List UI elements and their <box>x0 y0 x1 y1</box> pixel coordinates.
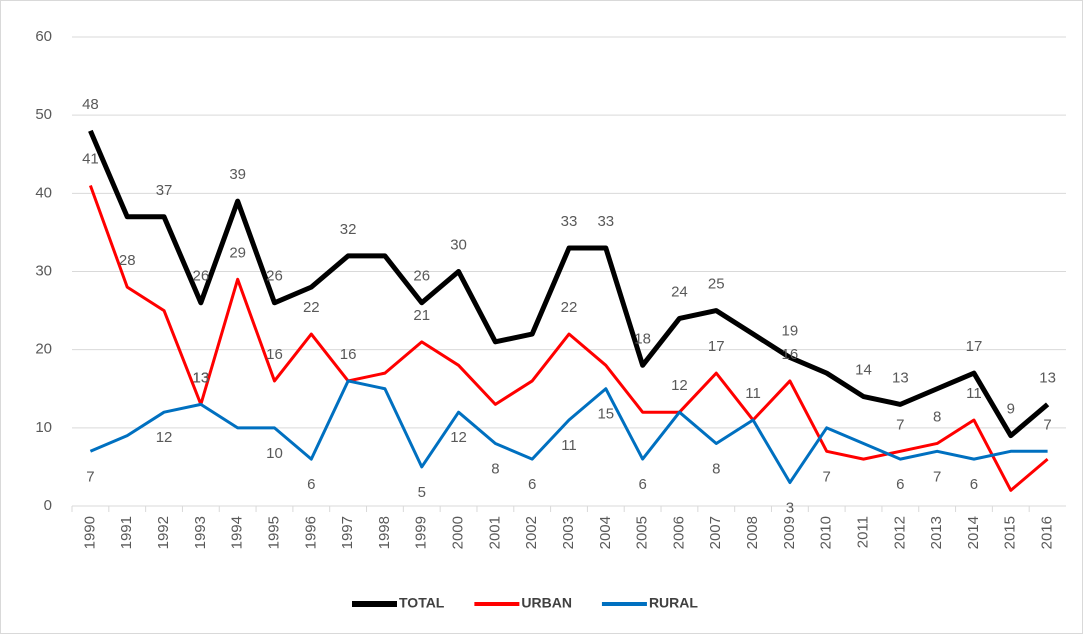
data-label: 26 <box>413 268 430 285</box>
x-tick-label: 2006 <box>670 516 687 549</box>
x-tick-label: 2009 <box>781 516 798 549</box>
data-label: 7 <box>1043 416 1051 433</box>
data-label: 8 <box>933 408 941 425</box>
y-tick-label: 50 <box>35 106 52 123</box>
data-label: 39 <box>229 166 246 183</box>
data-label: 9 <box>1007 401 1015 418</box>
data-label: 22 <box>561 299 578 316</box>
data-label: 6 <box>528 476 536 493</box>
data-label: 26 <box>266 268 283 285</box>
x-tick-label: 1990 <box>81 516 98 549</box>
data-label: 28 <box>119 252 136 269</box>
data-label: 12 <box>450 429 467 446</box>
data-label: 6 <box>970 476 978 493</box>
data-label: 37 <box>156 182 173 199</box>
y-tick-label: 60 <box>35 28 52 45</box>
x-tick-label: 2014 <box>965 516 982 549</box>
data-label: 11 <box>561 437 577 454</box>
data-label: 26 <box>193 268 210 285</box>
x-tick-label: 2016 <box>1039 516 1056 549</box>
x-tick-label: 2012 <box>891 516 908 549</box>
legend-label: URBAN <box>521 595 572 611</box>
data-label: 10 <box>266 445 283 462</box>
x-tick-label: 1999 <box>413 516 430 549</box>
data-label: 13 <box>892 369 909 386</box>
x-tick-label: 1995 <box>265 516 282 549</box>
data-label: 29 <box>229 244 246 261</box>
x-tick-label: 1996 <box>302 516 319 549</box>
x-tick-label: 2003 <box>560 516 577 549</box>
y-tick-label: 40 <box>35 184 52 201</box>
data-label: 16 <box>782 346 799 363</box>
y-tick-label: 20 <box>35 341 52 358</box>
y-tick-label: 0 <box>44 497 52 514</box>
x-tick-label: 2011 <box>854 516 871 548</box>
data-label: 32 <box>340 221 357 238</box>
y-tick-label: 30 <box>35 262 52 279</box>
data-label: 17 <box>966 338 983 355</box>
x-tick-label: 2008 <box>744 516 761 549</box>
x-tick-label: 2002 <box>523 516 540 549</box>
x-tick-label: 2010 <box>818 516 835 549</box>
data-label: 17 <box>708 338 725 355</box>
x-tick-label: 2005 <box>634 516 651 549</box>
data-label: 21 <box>413 307 430 324</box>
data-label: 11 <box>966 385 982 402</box>
x-tick-label: 2015 <box>1002 516 1019 549</box>
data-label: 7 <box>86 468 94 485</box>
data-label: 6 <box>307 476 315 493</box>
data-label: 13 <box>193 369 210 386</box>
data-label: 8 <box>712 460 720 477</box>
data-label: 16 <box>266 346 283 363</box>
data-label: 12 <box>156 429 173 446</box>
data-label: 24 <box>671 283 688 300</box>
x-tick-label: 1994 <box>229 516 246 549</box>
data-label: 22 <box>303 299 320 316</box>
data-label: 3 <box>786 500 794 517</box>
x-tick-label: 2000 <box>450 516 467 549</box>
data-label: 6 <box>896 476 904 493</box>
data-label: 12 <box>671 377 688 394</box>
data-label: 13 <box>193 369 210 386</box>
x-tick-label: 2001 <box>486 516 503 549</box>
x-tick-label: 1998 <box>376 516 393 549</box>
data-label: 7 <box>823 468 831 485</box>
data-label: 48 <box>82 96 99 113</box>
data-label: 15 <box>597 406 614 423</box>
x-tick-label: 2013 <box>928 516 945 549</box>
x-tick-label: 1997 <box>339 516 356 549</box>
line-series <box>88 129 1050 439</box>
data-label: 7 <box>896 416 904 433</box>
data-label: 5 <box>418 484 426 501</box>
data-label: 6 <box>638 476 646 493</box>
x-tick-label: 1993 <box>192 516 209 549</box>
data-label: 8 <box>491 460 499 477</box>
x-tick-label: 2004 <box>597 516 614 549</box>
x-tick-label: 2007 <box>707 516 724 549</box>
x-tick-label: 1992 <box>155 516 172 549</box>
data-label: 7 <box>933 468 941 485</box>
line-series <box>89 379 1048 485</box>
data-label: 33 <box>561 213 578 230</box>
x-tick-label: 1991 <box>118 516 135 549</box>
data-label: 33 <box>597 213 614 230</box>
data-label: 25 <box>708 276 725 293</box>
legend-label: RURAL <box>649 595 698 611</box>
data-label: 16 <box>340 346 357 363</box>
data-label: 14 <box>855 362 872 379</box>
y-tick-label: 10 <box>35 419 52 436</box>
data-label: 13 <box>1039 369 1056 386</box>
data-label: 19 <box>782 322 799 339</box>
data-label: 11 <box>745 385 761 402</box>
data-label: 30 <box>450 236 467 253</box>
legend-label: TOTAL <box>399 595 445 611</box>
data-label: 18 <box>634 330 651 347</box>
data-label: 41 <box>82 150 99 167</box>
